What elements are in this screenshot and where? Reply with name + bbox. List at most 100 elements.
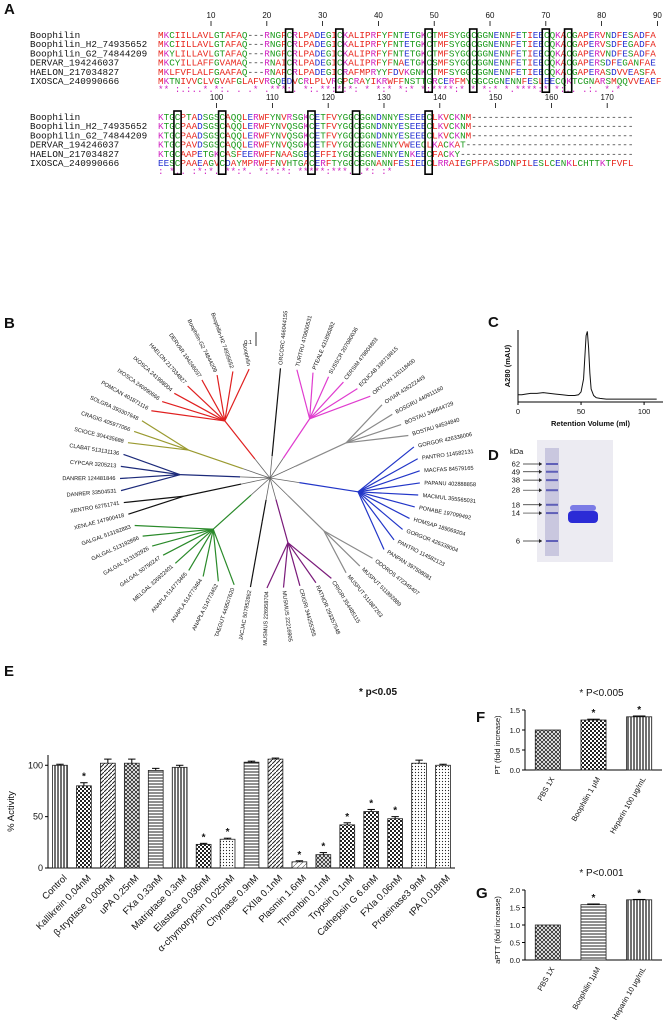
residue: E	[410, 130, 416, 141]
residue: E	[494, 39, 500, 50]
residue: P	[248, 158, 254, 169]
residue: A	[633, 39, 639, 50]
residue: A	[488, 158, 494, 169]
residue: I	[359, 58, 365, 69]
residue: C	[175, 140, 181, 151]
residue: F	[477, 158, 483, 169]
residue: G	[365, 149, 371, 160]
residue: -	[533, 140, 539, 151]
ladder-band	[546, 479, 558, 482]
residue: -	[248, 67, 254, 78]
residue: W	[259, 121, 265, 132]
residue: L	[208, 48, 214, 59]
residue: L	[298, 48, 304, 59]
residue: T	[460, 140, 466, 151]
residue: F	[510, 39, 516, 50]
residue: -	[617, 130, 623, 141]
residue: V	[214, 158, 220, 169]
bar	[76, 785, 92, 869]
residue: E	[533, 39, 539, 50]
residue: L	[169, 67, 175, 78]
residue: I	[527, 58, 533, 69]
residue: -	[488, 112, 494, 123]
marker-label: 38	[512, 476, 520, 485]
tree-branch	[282, 418, 311, 459]
residue: A	[236, 58, 242, 69]
residue: F	[231, 30, 237, 41]
residue: G	[460, 30, 466, 41]
residue: E	[628, 67, 634, 78]
residue: P	[583, 48, 589, 59]
residue: V	[192, 76, 198, 87]
residue: Q	[242, 58, 248, 69]
residue: D	[315, 39, 321, 50]
residue: P	[365, 30, 371, 41]
residue: L	[432, 121, 438, 132]
residue: I	[331, 39, 337, 50]
residue: G	[466, 48, 472, 59]
residue: -	[622, 149, 628, 160]
residue: C	[471, 30, 477, 41]
tree-branch	[120, 474, 181, 492]
residue: K	[158, 130, 164, 141]
residue: E	[494, 30, 500, 41]
residue: N	[387, 112, 393, 123]
residue: N	[460, 130, 466, 141]
residue: -	[578, 112, 584, 123]
residue: N	[589, 76, 595, 87]
residue: A	[186, 140, 192, 151]
residue: S	[494, 158, 500, 169]
tree-branch	[357, 458, 418, 493]
residue: C	[555, 76, 561, 87]
residue: C	[337, 48, 343, 59]
residue: -	[488, 149, 494, 160]
residue: K	[214, 149, 220, 160]
residue: C	[443, 149, 449, 160]
residue: E	[376, 149, 382, 160]
residue: -	[505, 121, 511, 132]
tree-leaf-label: PONABE 197099492	[418, 505, 471, 521]
residue: D	[639, 48, 645, 59]
residue: M	[231, 58, 237, 69]
residue: -	[578, 140, 584, 151]
residue: -	[578, 121, 584, 132]
tree-branch	[282, 542, 289, 588]
residue: S	[449, 48, 455, 59]
ruler-label: 20	[262, 11, 271, 20]
significance-mark: *	[82, 772, 86, 783]
ruler-label: 10	[207, 11, 216, 20]
residue: L	[309, 76, 315, 87]
residue: E	[248, 130, 254, 141]
residue: I	[175, 39, 181, 50]
ruler-label: 70	[541, 11, 550, 20]
residue: A	[192, 158, 198, 169]
residue: -	[510, 121, 516, 132]
residue: G	[572, 48, 578, 59]
residue: N	[275, 158, 281, 169]
residue: A	[348, 67, 354, 78]
residue: P	[343, 76, 349, 87]
residue: C	[309, 158, 315, 169]
residue: F	[393, 158, 399, 169]
residue: T	[410, 48, 416, 59]
residue: L	[298, 67, 304, 78]
tree-branch	[357, 491, 385, 550]
residue: Y	[382, 39, 388, 50]
residue: M	[438, 58, 444, 69]
residue: S	[410, 76, 416, 87]
residue: I	[359, 48, 365, 59]
residue: G	[348, 158, 354, 169]
residue: V	[292, 76, 298, 87]
residue: G	[460, 48, 466, 59]
residue: R	[343, 67, 349, 78]
residue: -	[594, 121, 600, 132]
residue: E	[164, 158, 170, 169]
residue: G	[214, 58, 220, 69]
residue: -	[617, 149, 623, 160]
residue: -	[253, 48, 259, 59]
residue: -	[561, 140, 567, 151]
tree-leaf-label: CRIGRI 344255355	[297, 588, 316, 637]
bar	[52, 764, 68, 869]
residue: L	[208, 39, 214, 50]
residue: N	[393, 30, 399, 41]
